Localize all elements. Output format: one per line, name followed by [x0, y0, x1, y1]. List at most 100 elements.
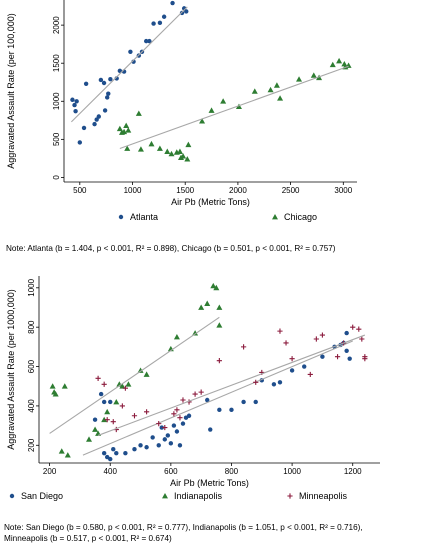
point-minneapolis [313, 336, 319, 342]
point-atlanta [101, 80, 107, 86]
point-chicago [208, 107, 215, 113]
point-indianapolis [113, 398, 120, 405]
point-indianapolis [104, 408, 111, 415]
y-tick-label: 800 [27, 320, 36, 334]
point-san-diego [180, 421, 186, 426]
point-atlanta [170, 0, 175, 6]
fit-line-san-diego [82, 340, 353, 456]
x-tick-label: 1200 [344, 467, 362, 476]
point-chicago [310, 72, 317, 78]
point-san-diego [205, 397, 210, 403]
point-san-diego [108, 399, 113, 405]
point-minneapolis [283, 340, 289, 346]
point-indianapolis [198, 304, 205, 310]
note-chart-2-line-1: Note: San Diego (b = 0.580, p < 0.001, R… [4, 523, 363, 532]
point-atlanta [92, 121, 97, 127]
x-tick-label: 200 [43, 467, 57, 476]
y-tick-label: 200 [27, 438, 36, 452]
point-minneapolis [192, 391, 198, 397]
x-tick-label: 600 [164, 467, 178, 476]
point-atlanta [128, 49, 133, 54]
point-san-diego [320, 354, 325, 359]
x-axis-label: Air Pb (Metric Tons) [171, 197, 250, 207]
point-minneapolis [350, 324, 356, 330]
point-san-diego [241, 399, 246, 405]
point-atlanta [72, 102, 77, 108]
point-atlanta [108, 76, 113, 82]
legend-marker-chicago [272, 214, 278, 220]
point-minneapolis [277, 328, 283, 334]
point-chicago [180, 153, 187, 159]
point-san-diego [302, 364, 307, 369]
point-chicago [123, 122, 130, 129]
point-san-diego [108, 456, 113, 462]
point-atlanta [102, 108, 108, 113]
point-minneapolis [174, 407, 180, 413]
point-minneapolis [198, 389, 204, 395]
point-chicago [199, 118, 206, 124]
point-atlanta [70, 97, 75, 102]
point-minneapolis [171, 411, 177, 417]
point-atlanta [73, 108, 78, 114]
point-minneapolis [95, 375, 101, 381]
point-chicago [296, 76, 303, 82]
point-minneapolis [122, 385, 128, 391]
point-indianapolis [192, 330, 199, 336]
point-minneapolis [119, 403, 125, 409]
point-san-diego [144, 445, 149, 450]
point-indianapolis [58, 448, 65, 454]
note-chart-2-line-2: Minneapolis (b = 0.517, p < 0.001, R² = … [4, 534, 172, 543]
fit-line-minneapolis [97, 334, 366, 436]
point-atlanta [98, 77, 104, 83]
point-atlanta [184, 9, 189, 14]
point-indianapolis [86, 436, 93, 442]
point-san-diego [171, 423, 177, 428]
point-minneapolis [156, 421, 162, 427]
fit-line-chicago [119, 65, 349, 150]
point-chicago [329, 61, 336, 68]
point-minneapolis [356, 326, 362, 332]
x-axis-label: Air Pb (Metric Tons) [170, 478, 249, 488]
point-san-diego [289, 368, 295, 373]
y-tick-label: 400 [27, 399, 36, 413]
point-atlanta [105, 95, 110, 100]
point-indianapolis [210, 282, 217, 289]
legend-marker-atlanta [118, 214, 124, 220]
point-chicago [124, 145, 131, 151]
x-tick-label: 3000 [334, 186, 352, 195]
point-chicago [156, 145, 163, 151]
point-chicago [273, 82, 280, 88]
point-chicago [116, 125, 123, 132]
point-indianapolis [173, 334, 180, 340]
point-minneapolis [144, 409, 150, 415]
point-san-diego [208, 427, 213, 432]
point-san-diego [229, 407, 234, 413]
point-minneapolis [162, 424, 168, 431]
point-indianapolis [216, 322, 223, 328]
point-atlanta [161, 14, 167, 19]
point-indianapolis [216, 304, 223, 310]
point-indianapolis [143, 371, 150, 377]
point-san-diego [132, 447, 137, 452]
legend-label-indianapolis: Indianapolis [174, 491, 223, 501]
point-chicago [164, 148, 171, 154]
y-tick-label: 500 [52, 132, 61, 146]
point-san-diego [344, 348, 349, 353]
point-san-diego [174, 429, 180, 434]
point-indianapolis [119, 383, 126, 389]
point-chicago [125, 127, 132, 133]
point-indianapolis [137, 367, 144, 373]
point-minneapolis [104, 417, 110, 423]
y-tick-label: 2000 [52, 16, 61, 34]
x-tick-label: 2500 [282, 186, 300, 195]
point-chicago [277, 95, 284, 101]
point-indianapolis [101, 416, 108, 423]
y-axis-label: Aggravated Assault Rate (per 1000,000) [6, 289, 16, 450]
point-atlanta [83, 81, 89, 86]
point-san-diego [138, 443, 143, 448]
point-san-diego [159, 425, 164, 430]
point-indianapolis [213, 284, 220, 291]
chart-sandiego-indianapolis-minneapolis: 200 400 600 800 1000 1200 200 400 600 800 1000 Air … [6, 276, 380, 501]
point-chicago [121, 128, 128, 135]
point-san-diego [92, 417, 98, 422]
